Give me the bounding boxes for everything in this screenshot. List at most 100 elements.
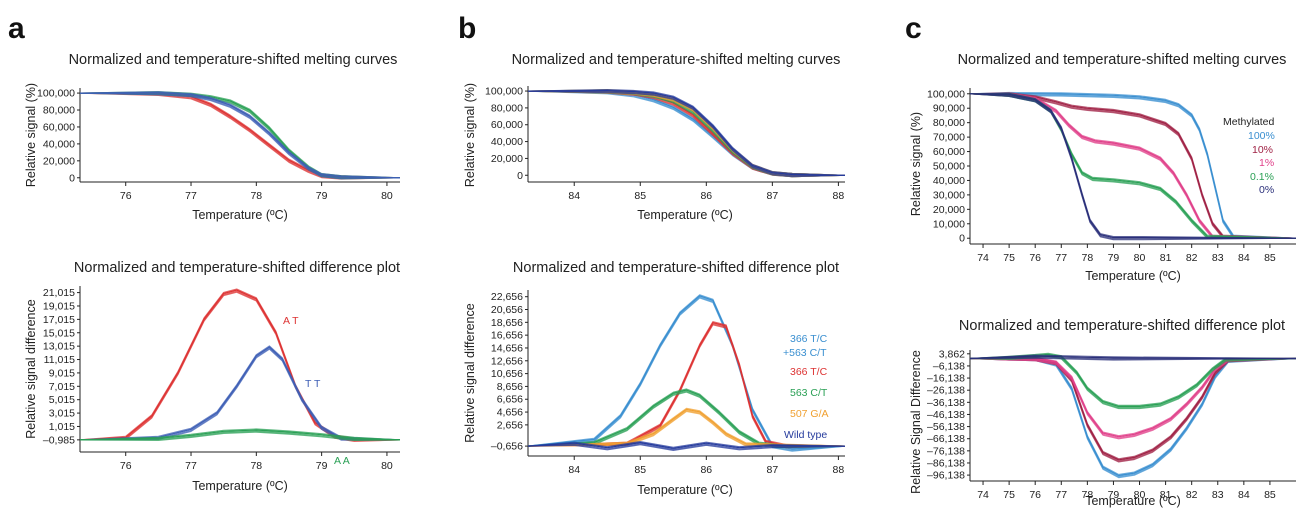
series-0 bbox=[969, 91, 1297, 239]
y-tick-label: 19,015 bbox=[43, 300, 75, 312]
series-line bbox=[79, 345, 401, 441]
legend-366tc-563ct-line2: +563 C/T bbox=[783, 347, 827, 359]
annotation-at: A T bbox=[283, 315, 299, 327]
y-tick-label: 30,000 bbox=[933, 189, 965, 201]
y-tick-label: 8,656 bbox=[497, 381, 523, 393]
chart-title: Normalized and temperature-shifted melti… bbox=[69, 52, 398, 68]
y-tick-label: –66,138 bbox=[927, 433, 965, 445]
series-line bbox=[969, 93, 1297, 239]
x-tick-label: 74 bbox=[977, 252, 989, 264]
series-line bbox=[79, 346, 401, 441]
series-0 bbox=[79, 288, 401, 442]
chart-a-melting-curves: Normalized and temperature-shifted melti… bbox=[24, 52, 401, 222]
x-tick-label: 80 bbox=[381, 190, 393, 202]
y-tick-label: 40,000 bbox=[491, 136, 523, 148]
series-1 bbox=[969, 356, 1297, 463]
x-tick-label: 87 bbox=[767, 464, 779, 476]
legend-563ct: 563 C/T bbox=[790, 387, 828, 399]
chart-title: Normalized and temperature-shifted diffe… bbox=[74, 260, 400, 276]
series-line bbox=[79, 91, 401, 179]
x-tick-label: 81 bbox=[1160, 489, 1172, 501]
x-axis-label: Temperature (ºC) bbox=[637, 208, 733, 222]
series-line bbox=[79, 429, 401, 441]
series-line bbox=[527, 90, 846, 176]
series-line bbox=[79, 428, 401, 441]
y-tick-label: 40,000 bbox=[43, 138, 75, 150]
series-line bbox=[79, 348, 401, 441]
y-tick-label: 21,015 bbox=[43, 287, 75, 299]
x-tick-label: 75 bbox=[1003, 252, 1015, 264]
legend-0: 0% bbox=[1259, 184, 1274, 196]
x-tick-label: 74 bbox=[977, 489, 989, 501]
y-tick-label: –6,138 bbox=[933, 360, 965, 372]
series-1 bbox=[79, 91, 401, 180]
y-tick-label: 60,000 bbox=[933, 146, 965, 158]
y-axis-label: Relative signal difference bbox=[24, 299, 38, 438]
x-tick-label: 79 bbox=[316, 460, 328, 472]
y-tick-label: 70,000 bbox=[933, 132, 965, 144]
y-tick-label: 10,656 bbox=[491, 368, 523, 380]
series-line bbox=[79, 92, 401, 179]
series-line bbox=[79, 91, 401, 179]
series-line bbox=[527, 321, 846, 447]
x-tick-label: 77 bbox=[185, 460, 197, 472]
y-tick-label: 20,000 bbox=[43, 155, 75, 167]
series-line bbox=[79, 288, 401, 441]
series-line bbox=[79, 92, 401, 180]
series-line bbox=[969, 354, 1297, 360]
x-tick-label: 78 bbox=[250, 460, 262, 472]
series-line bbox=[527, 90, 846, 178]
x-tick-label: 85 bbox=[634, 464, 646, 476]
y-tick-label: 80,000 bbox=[491, 102, 523, 114]
series-line bbox=[969, 356, 1297, 360]
x-tick-label: 75 bbox=[1003, 489, 1015, 501]
series-line bbox=[527, 89, 846, 176]
series-1 bbox=[79, 345, 401, 441]
legend-366tc: 366 T/C bbox=[790, 366, 828, 378]
legend-b-difference: 366 T/C +563 C/T 366 T/C 563 C/T 507 G/A… bbox=[783, 333, 829, 441]
y-axis-label: Relative signal (%) bbox=[463, 83, 477, 187]
y-tick-label: 3,862 bbox=[939, 348, 965, 360]
x-tick-label: 77 bbox=[185, 190, 197, 202]
x-tick-label: 80 bbox=[381, 460, 393, 472]
y-tick-label: 90,000 bbox=[933, 103, 965, 115]
x-tick-label: 78 bbox=[1082, 252, 1094, 264]
series-line bbox=[79, 92, 400, 179]
y-tick-label: –86,138 bbox=[927, 457, 965, 469]
series-line bbox=[527, 410, 846, 447]
x-tick-label: 86 bbox=[700, 190, 712, 202]
series-line bbox=[969, 357, 1297, 361]
y-tick-label: 7,015 bbox=[49, 381, 75, 393]
legend-c-methylated: Methylated 100% 10% 1% 0.1% 0% bbox=[1223, 116, 1275, 196]
y-tick-label: 50,000 bbox=[933, 161, 965, 173]
chart-title: Normalized and temperature-shifted melti… bbox=[512, 52, 841, 68]
series-line bbox=[79, 431, 401, 441]
series-4 bbox=[969, 92, 1297, 241]
y-tick-label: 80,000 bbox=[933, 117, 965, 129]
y-tick-label: 0 bbox=[959, 233, 965, 245]
legend-0-1: 0.1% bbox=[1250, 171, 1274, 183]
x-tick-label: 83 bbox=[1212, 489, 1224, 501]
y-tick-label: 5,015 bbox=[49, 394, 75, 406]
y-tick-label: –96,138 bbox=[927, 470, 965, 482]
legend-507ga: 507 G/A bbox=[790, 408, 829, 420]
y-tick-label: 1,015 bbox=[49, 421, 75, 433]
y-axis-label: Relative signal (%) bbox=[909, 112, 923, 216]
y-tick-label: 4,656 bbox=[497, 407, 523, 419]
chart-c-melting-curves: Normalized and temperature-shifted melti… bbox=[909, 52, 1297, 283]
y-tick-label: 14,656 bbox=[491, 342, 523, 354]
series-line bbox=[79, 291, 401, 442]
y-tick-label: 9,015 bbox=[49, 367, 75, 379]
x-tick-label: 85 bbox=[634, 190, 646, 202]
x-tick-label: 87 bbox=[767, 190, 779, 202]
x-tick-label: 79 bbox=[1108, 489, 1120, 501]
series-line bbox=[79, 347, 401, 441]
y-tick-label: 100,000 bbox=[37, 88, 75, 100]
series-line bbox=[527, 443, 846, 450]
series-line bbox=[527, 322, 846, 447]
y-tick-label: 16,656 bbox=[491, 330, 523, 342]
chart-title: Normalized and temperature-shifted diffe… bbox=[513, 260, 839, 276]
series-line bbox=[969, 357, 1297, 479]
series-line bbox=[79, 290, 401, 441]
series-line bbox=[969, 354, 1297, 409]
